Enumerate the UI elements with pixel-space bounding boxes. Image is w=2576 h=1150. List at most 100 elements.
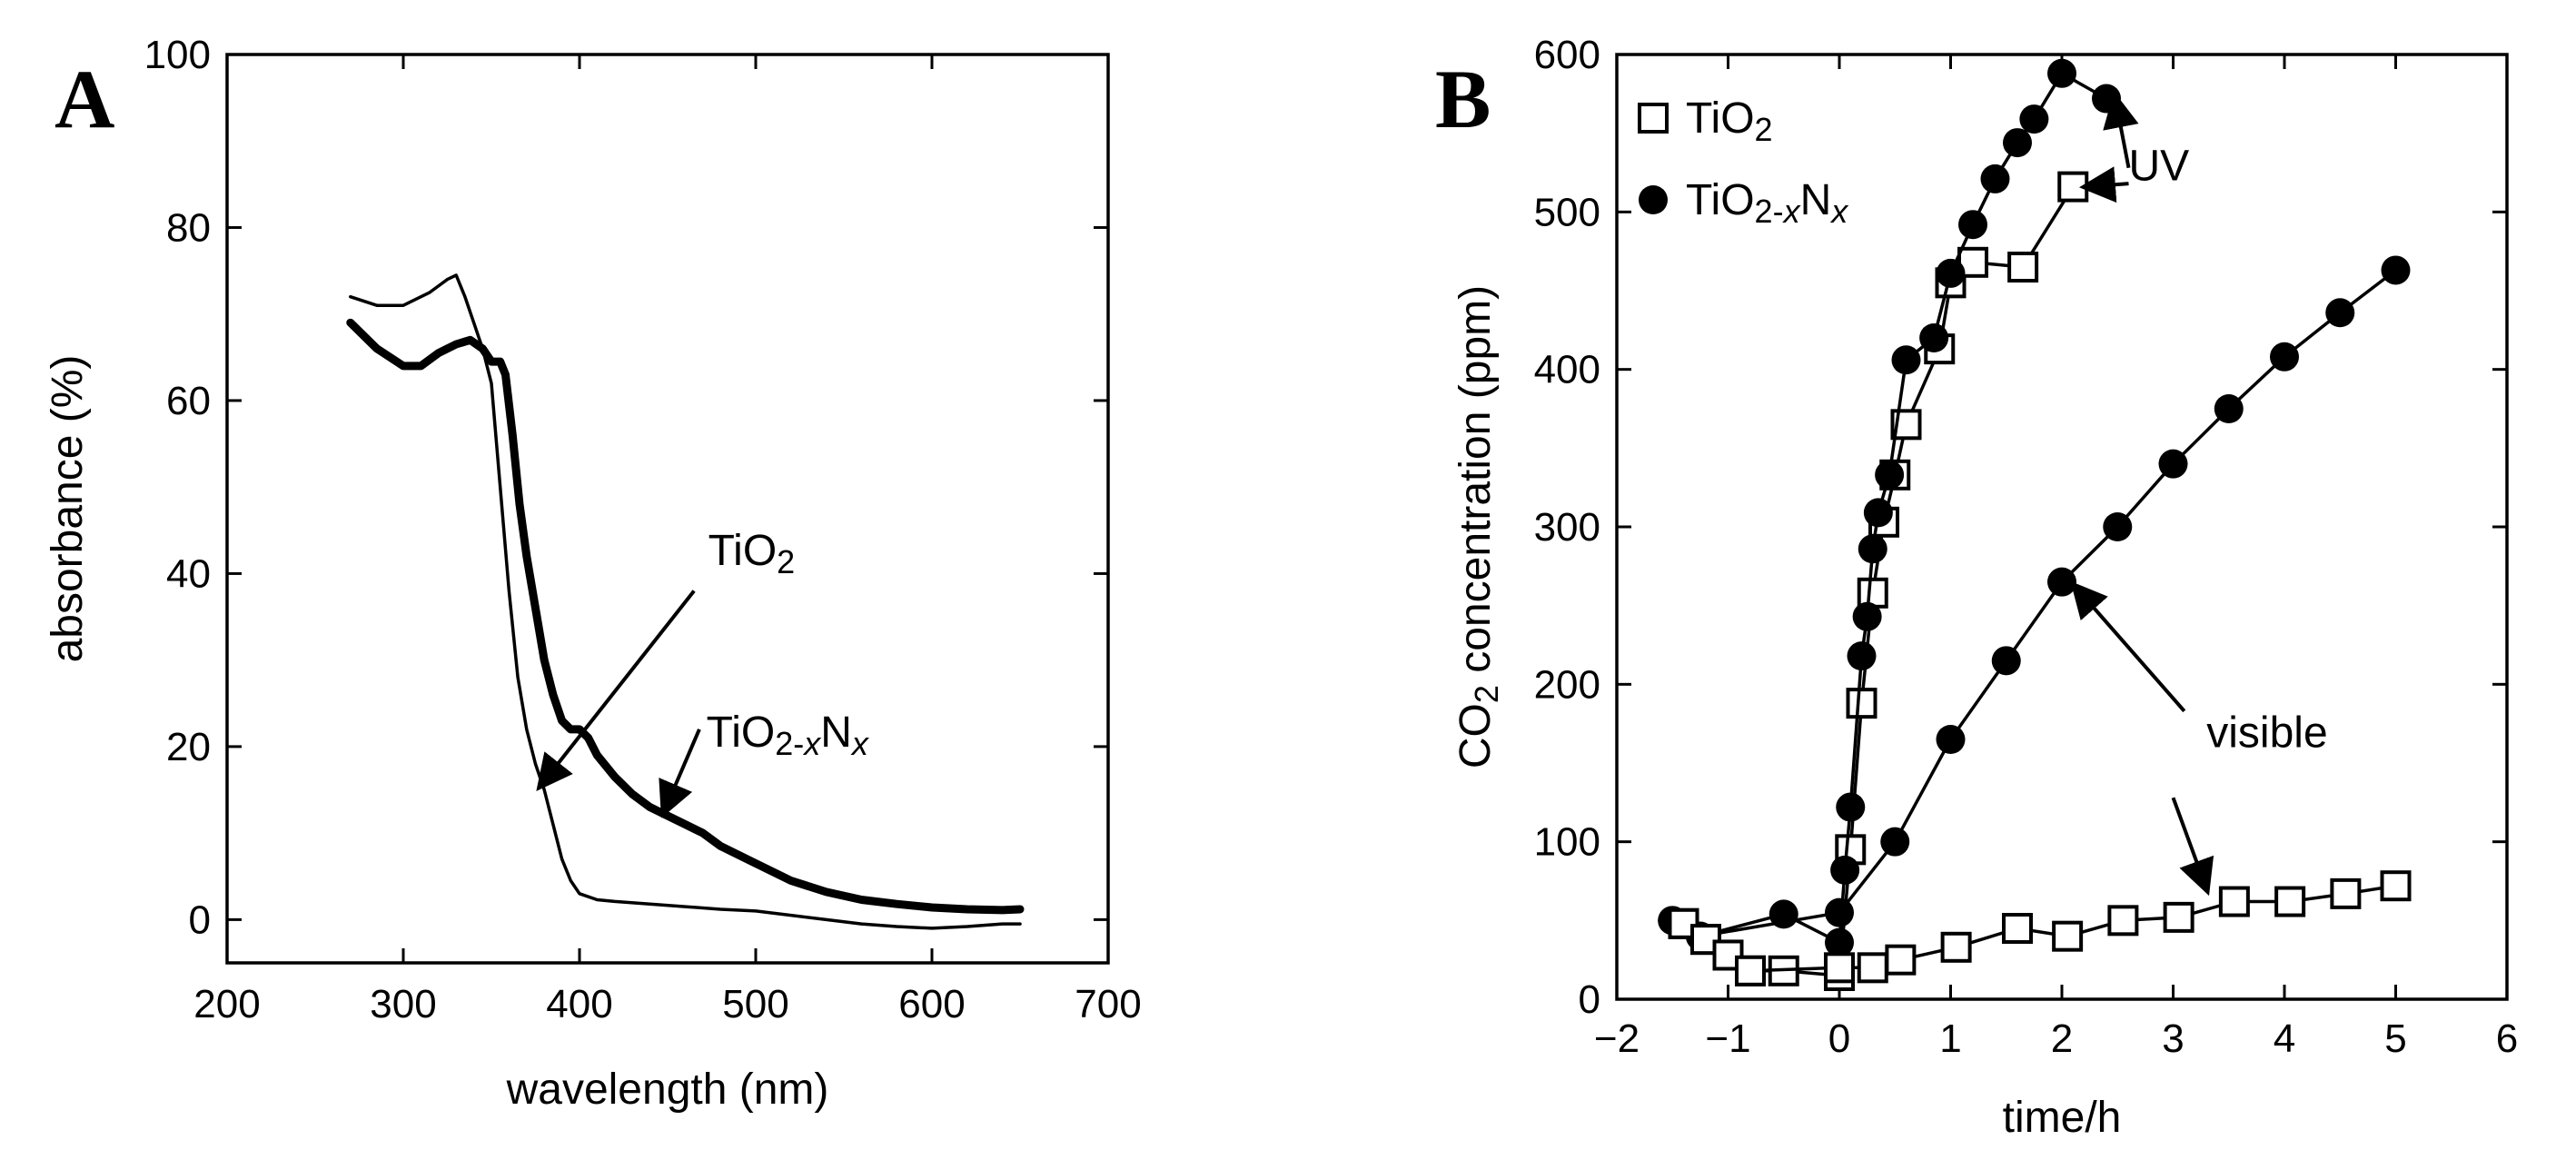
data-point-tio2-xnx-uv: [1830, 855, 1860, 885]
legend-marker-circle: [1639, 185, 1668, 214]
panel-a-plot-frame: [225, 53, 1110, 965]
panel-b-x-axis-label: time/h: [2003, 1094, 2122, 1142]
x-tick-label: −2: [1594, 1016, 1640, 1061]
data-point-tio2-uv: [1857, 577, 1888, 609]
x-tick-label: 200: [193, 982, 260, 1026]
data-point-tio2-visible: [2330, 877, 2362, 909]
data-point-tio2-uv: [2057, 171, 2089, 203]
data-point-tio2-xnx-visible: [1825, 897, 1854, 927]
data-point-tio2-uv: [1846, 688, 1878, 719]
x-tick-label: 5: [2384, 1016, 2406, 1061]
panel-a-x-axis-label: wavelength (nm): [506, 1066, 829, 1114]
data-point-tio2-xnx-uv: [2047, 58, 2076, 88]
data-point-tio2-xnx-uv: [1836, 792, 1866, 822]
data-point-tio2-xnx-uv: [1852, 601, 1882, 631]
series-line-tio2: [349, 273, 1022, 930]
data-point-tio2-visible: [2274, 886, 2306, 917]
x-tick-label: 1: [1939, 1016, 1961, 1061]
legend-marker-square: [1638, 103, 1669, 134]
data-point-tio2-xnx-visible: [2270, 342, 2299, 372]
y-tick-label: 100: [1534, 820, 1600, 865]
y-tick-label: 60: [166, 379, 211, 423]
data-point-tio2-uv: [2007, 252, 2039, 283]
panel-b-annotations: UV visible: [2070, 91, 2328, 897]
x-tick-label: 400: [546, 982, 612, 1026]
data-point-tio2-xnx-uv: [1919, 323, 1949, 352]
panel-b-series: [1658, 58, 2412, 991]
data-point-tio2-xnx-uv: [1958, 210, 1987, 240]
y-tick-label: 500: [1534, 190, 1600, 234]
y-tick-label: 300: [1534, 505, 1600, 550]
y-tick-label: 100: [144, 33, 211, 77]
y-tick-label: 80: [166, 205, 211, 250]
panel-b-axes: −2 −1 0 1 2 3 4 5 6 0 100 200 300 400 500 600: [1534, 33, 2519, 1061]
data-point-tio2-xnx-uv: [1936, 258, 1966, 288]
data-point-tio2-xnx-uv: [2003, 128, 2032, 158]
data-point-tio2-xnx-visible: [1991, 646, 2021, 676]
data-point-tio2-xnx-uv: [1847, 641, 1877, 671]
data-point-tio2-visible: [1857, 952, 1888, 984]
data-point-tio2-xnx-visible: [2381, 255, 2411, 285]
x-tick-label: 6: [2496, 1016, 2518, 1061]
data-point-tio2-xnx-visible: [1936, 725, 1966, 754]
y-tick-label: 0: [189, 897, 211, 942]
panel-b-y-axis-label: CO2 concentration (ppm): [1451, 285, 1505, 768]
data-point-tio2-visible: [2002, 913, 2033, 944]
x-tick-label: 500: [722, 982, 788, 1026]
x-tick-label: 700: [1075, 982, 1141, 1026]
y-tick-label: 40: [166, 551, 211, 596]
data-point-tio2-visible: [1824, 952, 1855, 984]
data-point-tio2-xnx-visible: [2158, 449, 2188, 479]
annotation-arrow: [536, 590, 696, 792]
annotation-arrow: [2070, 580, 2186, 713]
data-point-tio2-visible: [2380, 870, 2412, 902]
data-point-tio2-xnx-visible: [1880, 827, 1910, 857]
x-tick-label: 300: [370, 982, 436, 1026]
panel-b-legend: TiO2 TiO2-xNx: [1638, 94, 1849, 230]
series-line-tio2-xnx: [346, 318, 1025, 915]
data-point-tio2-xnx-visible: [2325, 298, 2355, 328]
data-point-tio2-xnx-uv: [1875, 460, 1905, 490]
panel-a-annotations: TiO2 TiO2-xNx: [536, 527, 870, 818]
data-point-tio2-visible: [1735, 955, 1766, 986]
annotation-label: UV: [2129, 143, 2190, 191]
x-tick-label: 4: [2274, 1016, 2295, 1061]
y-tick-label: 400: [1534, 348, 1600, 392]
panel-b-letter: B: [1435, 53, 1491, 145]
data-point-tio2-visible: [2052, 920, 2084, 952]
data-point-tio2-xnx-visible: [2047, 567, 2076, 597]
x-tick-label: 3: [2162, 1016, 2184, 1061]
data-point-tio2-visible: [1940, 931, 1972, 963]
annotation-label: TiO2-xNx: [707, 709, 870, 762]
annotation-label: visible: [2206, 709, 2327, 758]
data-point-tio2-xnx-uv: [1863, 498, 1893, 528]
panel-a-series: [346, 273, 1025, 930]
data-point-tio2-xnx-visible: [2103, 512, 2133, 541]
x-tick-label: 2: [2051, 1016, 2073, 1061]
y-tick-label: 20: [166, 725, 211, 769]
x-tick-label: 0: [1828, 1016, 1850, 1061]
legend-label: TiO2-xNx: [1686, 176, 1849, 230]
annotation-arrow: [2078, 166, 2129, 203]
panel-a-axes: 200 300 400 500 600 700 0 20 40 60 80 100: [144, 33, 1142, 1026]
data-point-tio2-xnx-uv: [2019, 104, 2049, 134]
data-point-tio2-visible: [1885, 944, 1917, 976]
legend-label: TiO2: [1686, 94, 1773, 148]
data-point-tio2-visible: [2107, 905, 2139, 937]
y-tick-label: 0: [1579, 977, 1600, 1022]
data-point-tio2-xnx-visible: [2214, 394, 2244, 423]
panel-a-y-axis-label: absorbance (%): [44, 355, 92, 663]
annotation-arrow: [2103, 91, 2139, 169]
data-point-tio2-xnx-uv: [1825, 927, 1854, 957]
x-tick-label: 600: [898, 982, 965, 1026]
y-tick-label: 600: [1534, 33, 1600, 77]
data-point-tio2-xnx-uv: [1858, 534, 1887, 564]
annotation-arrow: [2171, 797, 2214, 897]
x-tick-label: −1: [1705, 1016, 1750, 1061]
data-point-tio2-xnx-uv: [1980, 164, 2010, 193]
data-point-tio2-visible: [2218, 886, 2250, 917]
y-tick-label: 200: [1534, 662, 1600, 707]
annotation-arrow: [659, 729, 701, 818]
